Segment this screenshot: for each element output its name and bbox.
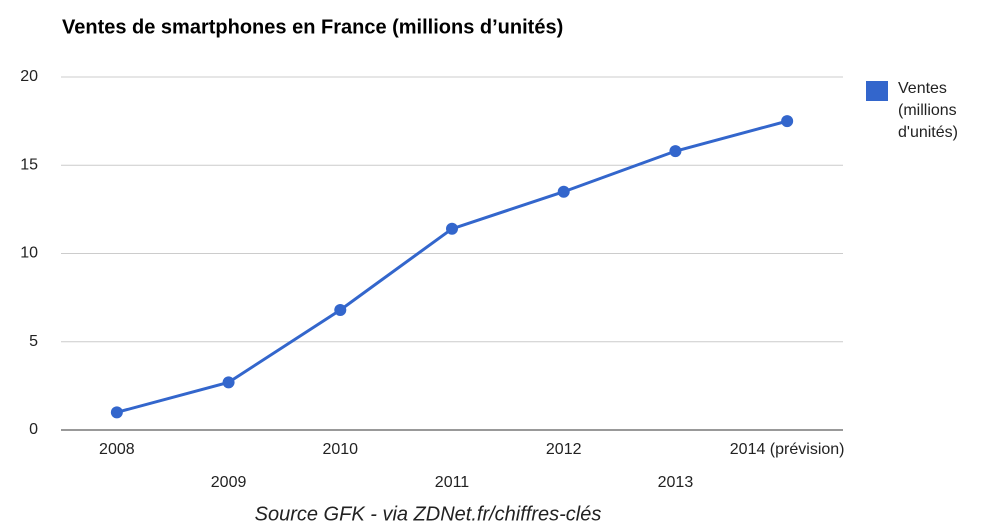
point <box>334 303 347 316</box>
caption: Source GFK - via ZDNet.fr/chiffres-clés <box>255 503 602 525</box>
y-tick-label: 15 <box>20 156 38 173</box>
x-tick-label: 2009 <box>211 474 247 491</box>
point <box>669 145 682 158</box>
point <box>557 185 570 198</box>
point <box>446 222 458 235</box>
point <box>781 115 794 128</box>
legend-swatch <box>866 81 888 101</box>
y-tick-label: 0 <box>29 421 38 438</box>
y-tick-label: 10 <box>20 245 38 262</box>
x-tick-label: 2011 <box>435 474 470 491</box>
point <box>110 406 123 419</box>
x-tick-label: 2012 <box>546 441 582 458</box>
point <box>222 376 235 389</box>
x-tick-label: 2008 <box>99 441 135 458</box>
chart-title: Ventes de smartphones en France (million… <box>62 16 563 38</box>
x-tick-label: 2014 (prévision) <box>730 441 845 458</box>
y-tick-label: 5 <box>29 333 38 350</box>
x-tick-label: 2013 <box>658 474 694 491</box>
legend-label: Ventes (millions d'unités) <box>898 80 958 141</box>
y-tick-label: 20 <box>20 68 38 85</box>
x-tick-label: 2010 <box>322 441 358 458</box>
